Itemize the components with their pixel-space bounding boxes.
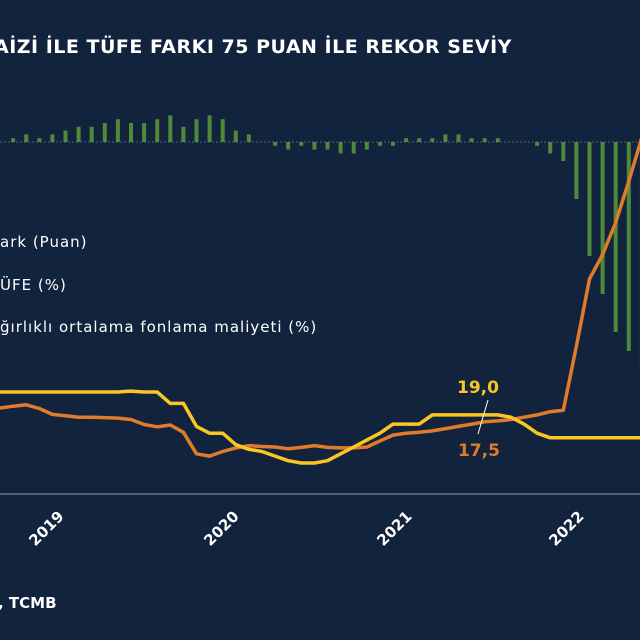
bar-fark-2018-12: [63, 130, 68, 142]
label-leader-line: [477, 399, 489, 435]
bar-fark-2020-04: [273, 142, 278, 146]
bar-fark-2018-10: [37, 138, 42, 142]
bar-fark-2019-05: [129, 123, 133, 142]
bar-fark-2020-06: [299, 142, 304, 146]
bar-fark-2019-06: [142, 123, 147, 142]
legend-item-fark: ark (Puan): [0, 233, 88, 251]
bar-fark-2019-09: [181, 126, 186, 142]
bar-fark-2019-07: [155, 119, 160, 142]
bar-fark-2022-02: [561, 142, 566, 161]
bar-fark-2021-02: [404, 138, 409, 142]
bar-fark-2018-11: [50, 134, 55, 142]
bar-fark-2022-06: [613, 142, 618, 332]
legend-item-fonlama: ğırlıklı ortalama fonlama maliyeti (%): [0, 318, 317, 336]
bar-fark-2022-05: [600, 142, 605, 294]
bar-fark-2022-01: [548, 142, 553, 154]
bar-fark-2020-08: [325, 142, 330, 150]
bar-fark-2021-12: [535, 142, 540, 146]
bar-fark-2020-02: [246, 134, 251, 142]
bar-fark-2020-05: [286, 142, 291, 150]
bar-fark-2020-09: [338, 142, 343, 154]
bar-fark-2021-03: [417, 138, 422, 142]
bar-fark-2021-07: [469, 138, 474, 142]
bar-fark-2018-08: [11, 138, 16, 142]
bar-series: [11, 115, 640, 370]
bar-fark-2019-08: [168, 115, 173, 142]
bar-fark-2019-03: [102, 123, 107, 142]
bar-fark-2022-03: [574, 142, 579, 199]
bar-fark-2021-01: [391, 142, 395, 146]
x-tick-2022: 2022: [545, 507, 587, 549]
bar-fark-2020-01: [233, 130, 238, 142]
x-axis-ticks: 2019 2020 2021 2022: [25, 507, 587, 549]
tufe-line: [0, 137, 640, 458]
bar-fark-2019-01: [76, 126, 81, 142]
bar-fark-2018-09: [24, 134, 29, 142]
bar-fark-2020-07: [312, 142, 317, 150]
fonlama-last-value-label: 19,0: [457, 378, 499, 398]
chart-title: AİZİ İLE TÜFE FARKI 75 PUAN İLE REKOR SE…: [0, 34, 512, 58]
bar-fark-2021-09: [495, 138, 500, 142]
fonlama-line: [0, 389, 640, 465]
legend: ark (Puan) ÜFE (%) ğırlıklı ortalama fon…: [0, 233, 317, 336]
x-tick-2021: 2021: [373, 507, 415, 549]
bar-fark-2020-10: [351, 142, 356, 154]
bar-fark-2019-04: [115, 119, 120, 142]
bar-fark-2022-07: [626, 142, 631, 351]
bar-fark-2022-04: [587, 142, 592, 256]
bar-fark-2021-06: [456, 134, 461, 142]
tufe-last-value-label: 17,5: [458, 441, 500, 461]
source-note: , TCMB: [0, 594, 57, 612]
bar-fark-2019-12: [220, 119, 225, 142]
bar-fark-2020-11: [364, 142, 369, 150]
bar-fark-2020-12: [377, 142, 382, 146]
bar-fark-2021-08: [482, 138, 487, 142]
bar-fark-2021-05: [443, 134, 448, 142]
x-tick-2020: 2020: [200, 507, 242, 549]
bar-fark-2019-11: [207, 115, 212, 142]
bar-fark-2021-04: [430, 138, 435, 142]
legend-item-tufe: ÜFE (%): [0, 275, 67, 294]
bar-fark-2019-02: [89, 126, 94, 142]
bar-fark-2019-10: [194, 119, 199, 142]
line-series: [0, 137, 640, 465]
x-tick-2019: 2019: [25, 507, 67, 549]
